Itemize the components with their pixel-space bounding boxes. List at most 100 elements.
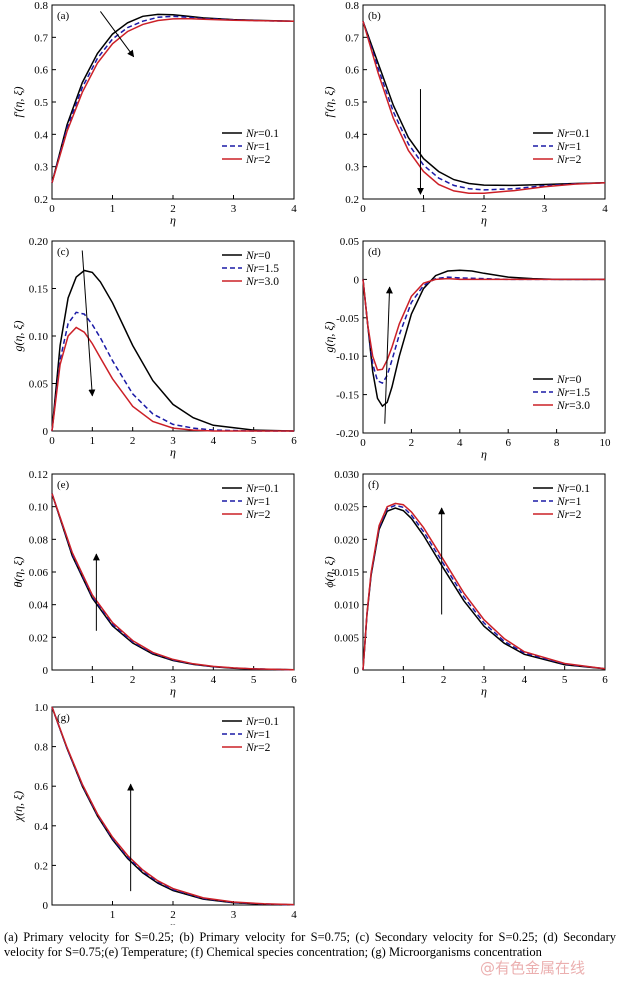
legend-entry: Nr=1 xyxy=(245,729,271,741)
x-axis-label: η xyxy=(481,684,487,698)
y-axis-label: χ(η, ξ) xyxy=(11,791,25,822)
series-line-3 xyxy=(51,706,295,906)
legend-entry-value: =1 xyxy=(569,496,581,508)
legend-entry-symbol: Nr xyxy=(245,250,259,262)
panel-label: (f) xyxy=(368,479,379,491)
legend-entry-symbol: Nr xyxy=(245,276,259,288)
y-tick-label: 0 xyxy=(354,274,360,286)
y-tick-label: 0.8 xyxy=(345,0,359,12)
figure-panels: 0 1 2 3 4 0.2 0.3 0.4 0.5 0.6 0.7 0.8 η f′(η, ξ) (a) Nr… xyxy=(11,0,612,925)
y-tick-label: 0.7 xyxy=(34,32,48,44)
legend-entry-value: =2 xyxy=(258,509,270,521)
series-line-2 xyxy=(51,15,295,183)
series-line-3 xyxy=(51,326,294,432)
chart-panel-1: 0 1 2 3 4 0.2 0.3 0.4 0.5 0.6 0.7 0.8 η f′(η, ξ) (a) Nr… xyxy=(11,0,297,227)
legend-entry-value: =2 xyxy=(569,154,581,166)
legend-entry-symbol: Nr xyxy=(245,742,259,754)
legend-entry-symbol: Nr xyxy=(556,141,570,153)
legend-entry: Nr=2 xyxy=(556,509,582,521)
y-tick-label: 0.2 xyxy=(345,194,359,206)
x-tick-label: 2 xyxy=(170,909,176,921)
x-tick-label: 4 xyxy=(211,435,217,447)
x-tick-label: 1 xyxy=(401,674,407,686)
legend-entry-symbol: Nr xyxy=(556,154,570,166)
legend-entry-value: =2 xyxy=(258,154,270,166)
x-tick-label: 4 xyxy=(457,437,463,449)
x-tick-label: 4 xyxy=(211,674,217,686)
y-tick-label: 0.05 xyxy=(340,236,360,248)
x-tick-label: 1 xyxy=(90,435,96,447)
x-tick-label: 6 xyxy=(291,435,297,447)
y-tick-label: 0.3 xyxy=(34,162,48,174)
legend-entry-symbol: Nr xyxy=(245,263,259,275)
legend-entry: Nr=2 xyxy=(556,154,582,166)
legend-entry: Nr=2 xyxy=(245,742,271,754)
x-tick-label: 10 xyxy=(600,437,612,449)
legend-entry-value: =1 xyxy=(258,729,270,741)
y-tick-label: 0.025 xyxy=(334,502,359,514)
legend-entry-symbol: Nr xyxy=(556,509,570,521)
y-tick-label: -0.10 xyxy=(336,351,359,363)
x-tick-label: 3 xyxy=(542,203,548,215)
legend-entry-value: =2 xyxy=(569,509,581,521)
legend-entry-symbol: Nr xyxy=(245,154,259,166)
legend-entry-symbol: Nr xyxy=(556,483,570,495)
x-tick-label: 3 xyxy=(170,435,176,447)
y-tick-label: 0 xyxy=(354,665,360,677)
panel-label: (g) xyxy=(57,712,70,724)
x-tick-label: 4 xyxy=(522,674,528,686)
legend-entry-symbol: Nr xyxy=(556,400,570,412)
y-tick-label: 0.5 xyxy=(345,97,359,109)
y-tick-label: 0.2 xyxy=(34,860,48,872)
legend-entry-value: =3.0 xyxy=(258,276,279,288)
series-line-1 xyxy=(51,269,295,432)
x-tick-label: 2 xyxy=(481,203,487,215)
y-tick-label: 0.6 xyxy=(34,781,48,793)
x-tick-label: 3 xyxy=(231,203,237,215)
y-tick-label: 0.04 xyxy=(29,600,49,612)
x-tick-label: 6 xyxy=(291,674,297,686)
x-tick-label: 2 xyxy=(441,674,447,686)
series-line-2 xyxy=(362,276,605,385)
y-tick-label: 0.10 xyxy=(29,331,49,343)
y-tick-label: -0.05 xyxy=(336,313,359,325)
x-tick-label: 6 xyxy=(602,674,608,686)
legend-entry: Nr=2 xyxy=(245,509,271,521)
series-line-1 xyxy=(362,507,606,671)
y-tick-label: 0.020 xyxy=(334,534,359,546)
x-tick-label: 4 xyxy=(291,909,297,921)
legend-entry-value: =0 xyxy=(569,374,581,386)
series-line-2 xyxy=(362,504,606,671)
legend-entry-value: =0.1 xyxy=(569,483,590,495)
y-tick-label: 0.6 xyxy=(34,65,48,77)
x-tick-label: 2 xyxy=(130,435,136,447)
y-tick-label: 0.12 xyxy=(29,469,48,481)
legend-entry: Nr=0 xyxy=(556,374,582,386)
legend-entry-value: =0 xyxy=(258,250,270,262)
y-tick-label: 0.4 xyxy=(345,129,359,141)
y-tick-label: 0.6 xyxy=(345,65,359,77)
y-tick-label: -0.20 xyxy=(336,428,359,440)
legend-entry: Nr=0.1 xyxy=(245,483,279,495)
legend-entry-symbol: Nr xyxy=(245,496,259,508)
trend-arrow xyxy=(81,250,96,397)
legend-entry-symbol: Nr xyxy=(556,496,570,508)
series-line-2 xyxy=(51,311,294,432)
y-tick-label: 0.8 xyxy=(34,0,48,12)
legend-entry: Nr=1 xyxy=(556,141,582,153)
y-tick-label: 0.3 xyxy=(345,162,359,174)
y-tick-label: 0.02 xyxy=(29,632,48,644)
legend-entry-value: =0.1 xyxy=(569,128,590,140)
y-axis-label: g(η, ξ) xyxy=(11,320,25,351)
panel-label: (c) xyxy=(57,246,70,258)
plot-frame xyxy=(51,4,295,200)
panel-label: (d) xyxy=(368,246,381,258)
chart-panel-2: 0 1 2 3 4 0.2 0.3 0.4 0.5 0.6 0.7 0.8 η f′(η, ξ) (b) Nr… xyxy=(322,0,608,227)
series-line-3 xyxy=(51,493,295,671)
legend-entry: Nr=0.1 xyxy=(245,128,279,140)
x-axis-label: η xyxy=(481,447,487,461)
x-tick-label: 0 xyxy=(360,203,366,215)
x-tick-label: 3 xyxy=(231,909,237,921)
series-line-3 xyxy=(362,502,606,671)
